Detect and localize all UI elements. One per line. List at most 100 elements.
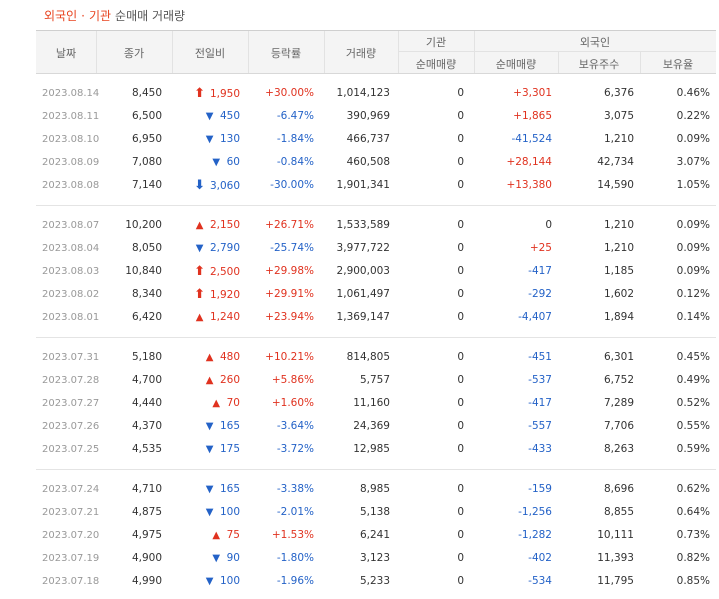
cell-inst-net: 0 xyxy=(457,265,464,277)
cell-foreign-hold: 1,210 xyxy=(603,242,634,254)
cell-volume: 5,233 xyxy=(359,575,390,587)
cell-rate: +29.98% xyxy=(265,265,314,277)
cell-foreign-hold: 6,376 xyxy=(603,87,634,99)
cell-volume: 466,737 xyxy=(346,133,390,145)
cell-inst-net: 0 xyxy=(457,311,464,323)
down-arrow-icon: ⬇ xyxy=(194,178,206,193)
cell-date: 2023.08.10 xyxy=(42,134,100,145)
cell-close: 4,875 xyxy=(131,506,162,518)
cell-change: ⬆ 1,920 xyxy=(172,283,240,307)
cell-rate: -0.84% xyxy=(276,156,314,168)
cell-date: 2023.08.14 xyxy=(42,88,100,99)
cell-foreign-ratio: 0.46% xyxy=(676,87,710,99)
cell-change: ▲ 75 xyxy=(172,524,240,547)
up-arrow-icon: ⬆ xyxy=(194,264,206,279)
cell-date: 2023.07.21 xyxy=(42,507,100,518)
cell-date: 2023.08.02 xyxy=(42,289,100,300)
down-arrow-icon: ▼ xyxy=(205,507,214,518)
cell-change-value: 165 xyxy=(219,420,240,432)
cell-inst-net: 0 xyxy=(457,288,464,300)
cell-change: ⬆ 1,950 xyxy=(172,82,240,106)
down-arrow-icon: ▼ xyxy=(195,243,204,254)
table-row: 2023.08.10 6,950 ▼ 130 -1.84% 466,737 0 -41,52… xyxy=(36,128,716,151)
up-arrow-icon: ▲ xyxy=(205,375,214,386)
down-arrow-icon: ▼ xyxy=(205,576,214,587)
header-foreign-ratio: 보유율 xyxy=(662,58,694,71)
group-separator xyxy=(36,337,716,338)
cell-rate: -25.74% xyxy=(270,242,314,254)
cell-foreign-ratio: 1.05% xyxy=(676,179,710,191)
cell-date: 2023.08.08 xyxy=(42,180,100,191)
cell-foreign-net: -557 xyxy=(528,420,552,432)
cell-rate: +1.60% xyxy=(271,397,314,409)
up-arrow-icon: ▲ xyxy=(195,312,204,323)
cell-foreign-hold: 7,289 xyxy=(603,397,634,409)
table-row: 2023.08.14 8,450 ⬆ 1,950 +30.00% 1,014,123 0 +… xyxy=(36,82,716,105)
cell-foreign-net: -451 xyxy=(528,351,552,363)
cell-foreign-net: -417 xyxy=(528,265,552,277)
cell-change: ▼ 175 xyxy=(172,438,240,461)
cell-rate: +26.71% xyxy=(265,219,314,231)
cell-close: 10,840 xyxy=(125,265,162,277)
cell-foreign-ratio: 0.52% xyxy=(676,397,710,409)
cell-date: 2023.08.01 xyxy=(42,312,100,323)
cell-foreign-ratio: 0.09% xyxy=(676,133,710,145)
cell-foreign-ratio: 0.14% xyxy=(676,311,710,323)
header-inst-net: 순매매량 xyxy=(415,58,457,71)
cell-change: ▼ 165 xyxy=(172,478,240,501)
cell-change-value: 2,150 xyxy=(209,219,240,231)
cell-inst-net: 0 xyxy=(457,397,464,409)
table-header: 날짜 종가 전일비 등락률 거래량 기관 외국인 순매매량 순매매량 보유주수 … xyxy=(36,30,716,74)
cell-foreign-ratio: 0.85% xyxy=(676,575,710,587)
cell-change-value: 260 xyxy=(219,374,240,386)
cell-inst-net: 0 xyxy=(457,506,464,518)
cell-rate: +30.00% xyxy=(265,87,314,99)
cell-close: 4,975 xyxy=(131,529,162,541)
cell-foreign-net: +3,301 xyxy=(513,87,552,99)
down-arrow-icon: ▼ xyxy=(205,444,214,455)
table-row: 2023.08.01 6,420 ▲ 1,240 +23.94% 1,369,147 0 -… xyxy=(36,306,716,329)
cell-inst-net: 0 xyxy=(457,87,464,99)
cell-volume: 5,138 xyxy=(359,506,390,518)
cell-change-value: 1,240 xyxy=(209,311,240,323)
cell-foreign-ratio: 0.73% xyxy=(676,529,710,541)
header-foreign-hold: 보유주수 xyxy=(578,58,620,71)
cell-volume: 3,977,722 xyxy=(336,242,390,254)
cell-foreign-ratio: 0.22% xyxy=(676,110,710,122)
table-row: 2023.08.08 7,140 ⬇ 3,060 -30.00% 1,901,341 0 +… xyxy=(36,174,716,197)
down-arrow-icon: ▼ xyxy=(205,111,214,122)
header-rate: 등락률 xyxy=(270,47,302,60)
cell-change-value: 175 xyxy=(219,443,240,455)
cell-change-value: 130 xyxy=(219,133,240,145)
table-row: 2023.07.21 4,875 ▼ 100 -2.01% 5,138 0 -1,256 8,… xyxy=(36,501,716,524)
cell-change: ▼ 165 xyxy=(172,415,240,438)
cell-foreign-hold: 11,393 xyxy=(597,552,634,564)
cell-foreign-ratio: 0.49% xyxy=(676,374,710,386)
down-arrow-icon: ▼ xyxy=(212,553,221,564)
cell-rate: -1.84% xyxy=(276,133,314,145)
cell-foreign-net: -1,256 xyxy=(518,506,552,518)
header-institution: 기관 xyxy=(425,36,447,49)
cell-foreign-ratio: 0.59% xyxy=(676,443,710,455)
cell-volume: 11,160 xyxy=(353,397,390,409)
cell-change: ▲ 260 xyxy=(172,369,240,392)
cell-change: ▼ 130 xyxy=(172,128,240,151)
cell-volume: 814,805 xyxy=(346,351,390,363)
cell-rate: +23.94% xyxy=(265,311,314,323)
cell-close: 10,200 xyxy=(125,219,162,231)
cell-inst-net: 0 xyxy=(457,575,464,587)
cell-change-value: 90 xyxy=(226,552,240,564)
cell-change: ▼ 100 xyxy=(172,570,240,593)
cell-date: 2023.08.03 xyxy=(42,266,100,277)
cell-rate: -3.72% xyxy=(276,443,314,455)
cell-close: 7,140 xyxy=(131,179,162,191)
table-row: 2023.07.19 4,900 ▼ 90 -1.80% 3,123 0 -402 11,39… xyxy=(36,547,716,570)
cell-foreign-net: -433 xyxy=(528,443,552,455)
cell-date: 2023.07.26 xyxy=(42,421,100,432)
cell-close: 4,900 xyxy=(131,552,162,564)
cell-foreign-net: +1,865 xyxy=(513,110,552,122)
cell-inst-net: 0 xyxy=(457,529,464,541)
cell-volume: 2,900,003 xyxy=(336,265,390,277)
table-row: 2023.07.28 4,700 ▲ 260 +5.86% 5,757 0 -537 6,75… xyxy=(36,369,716,392)
title-foreign: 외국인 xyxy=(44,9,78,23)
